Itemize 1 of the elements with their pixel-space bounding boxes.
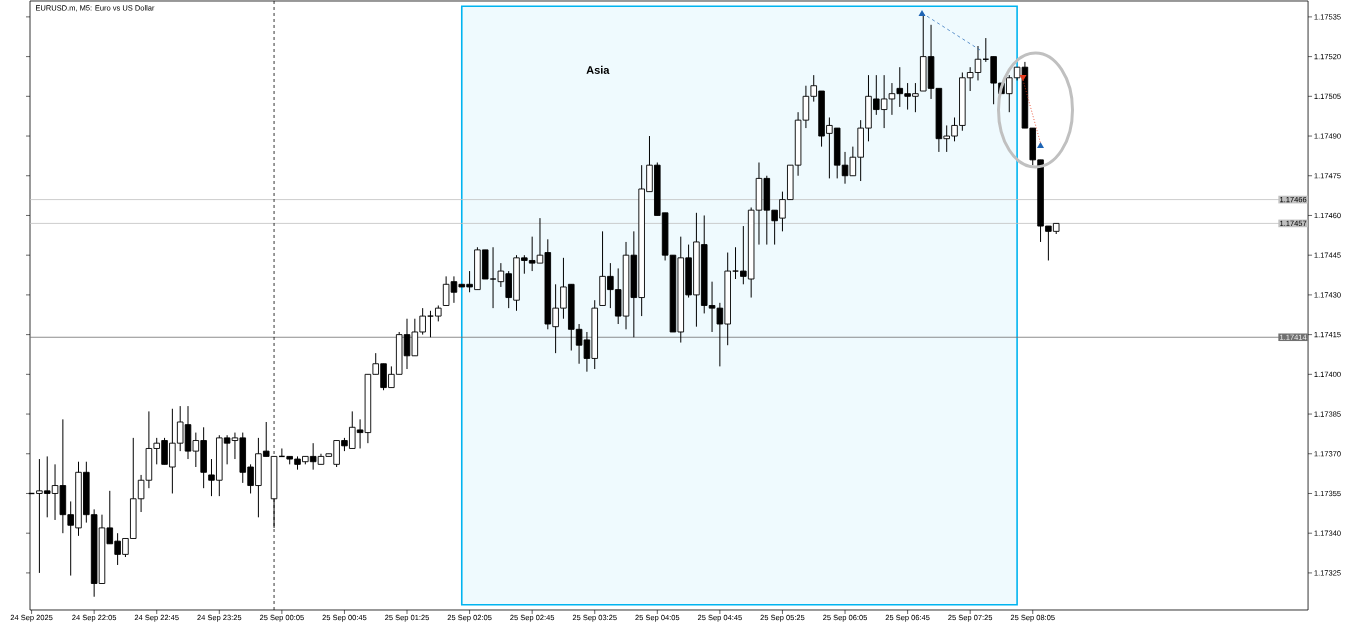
band-label: Asia — [586, 65, 610, 74]
